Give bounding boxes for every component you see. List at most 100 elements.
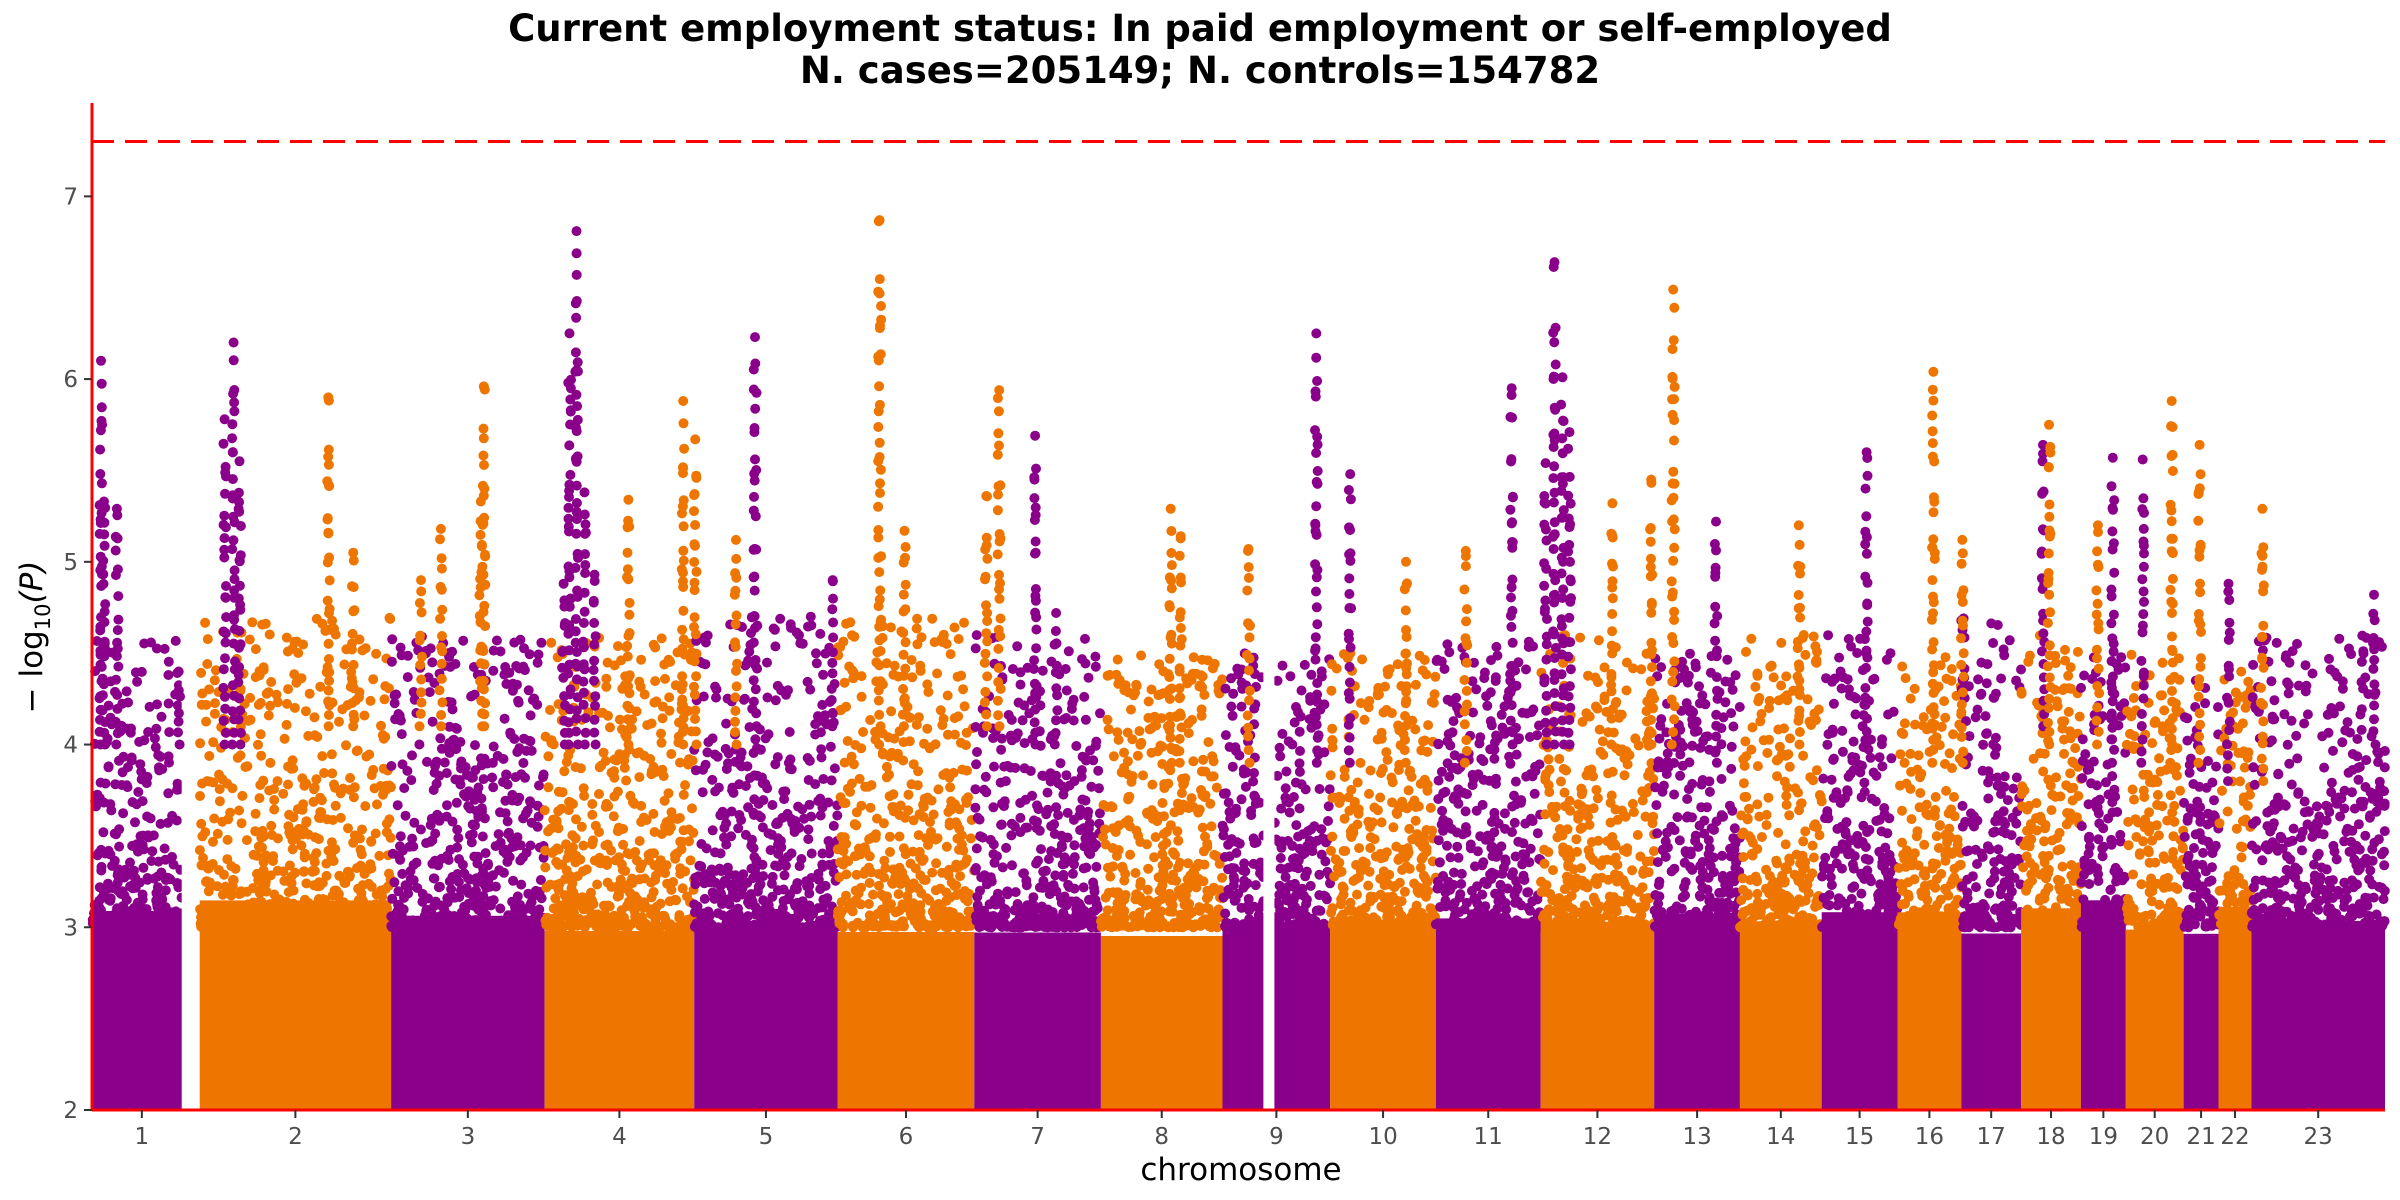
snp-point <box>118 808 129 819</box>
snp-point <box>841 701 852 712</box>
snp-point <box>1400 852 1411 863</box>
snp-point <box>214 796 225 807</box>
snp-point <box>1532 828 1543 839</box>
snp-point <box>853 888 864 899</box>
snp-point <box>1422 876 1433 887</box>
snp-point <box>1006 735 1017 746</box>
snp-point <box>1355 757 1366 768</box>
snp-point <box>1386 772 1397 783</box>
snp-point <box>816 744 827 755</box>
snp-point <box>393 886 404 897</box>
snp-point <box>1556 776 1566 787</box>
snp-point <box>1074 810 1085 821</box>
snp-point <box>265 757 276 768</box>
snp-point <box>551 856 562 867</box>
snp-point <box>698 691 709 702</box>
snp-point <box>155 751 166 762</box>
snp-point <box>279 733 290 744</box>
snp-point <box>1277 660 1288 671</box>
snp-point <box>908 815 919 826</box>
snp-point <box>96 844 107 855</box>
snp-point <box>905 858 916 869</box>
snp-point <box>395 841 405 852</box>
snp-point <box>1297 849 1308 860</box>
snp-point <box>1126 704 1136 715</box>
snp-point <box>291 677 302 688</box>
snp-point <box>851 820 862 831</box>
snp-point <box>1674 835 1685 846</box>
snp-point <box>1205 798 1216 809</box>
snp-point <box>832 844 843 855</box>
snp-point <box>803 775 814 785</box>
snp-point <box>310 832 320 843</box>
snp-point <box>1045 776 1056 787</box>
snp-point <box>1382 754 1393 765</box>
snp-point <box>1583 670 1593 681</box>
snp-point <box>1434 857 1445 868</box>
snp-point <box>1294 766 1305 777</box>
snp-point <box>868 889 879 900</box>
snp-point <box>139 735 150 746</box>
snp-point <box>1490 676 1501 686</box>
snp-point <box>1524 857 1535 868</box>
snp-point <box>864 878 875 888</box>
snp-point <box>649 827 660 837</box>
snp-point <box>815 884 826 895</box>
snp-point <box>1275 853 1286 863</box>
snp-point <box>212 881 223 892</box>
chromosome-1-points <box>87 105 196 1110</box>
snp-point <box>629 897 640 908</box>
snp-point <box>1273 922 1284 932</box>
snp-point <box>1528 704 1539 715</box>
snp-point <box>387 634 398 645</box>
snp-point <box>553 806 564 817</box>
snp-point <box>204 751 215 761</box>
snp-point <box>1276 842 1287 853</box>
snp-point <box>263 710 274 721</box>
snp-point <box>811 648 821 659</box>
snp-point <box>851 807 862 818</box>
snp-point <box>1605 817 1616 828</box>
snp-point <box>1423 720 1434 731</box>
snp-point <box>1505 758 1516 769</box>
snp-point <box>1559 787 1570 798</box>
snp-point <box>1456 879 1467 889</box>
snp-point <box>539 805 550 816</box>
snp-point <box>678 789 689 800</box>
snp-point <box>223 814 234 825</box>
snp-point <box>1246 810 1257 821</box>
snp-point <box>103 878 113 889</box>
snp-point <box>675 863 686 874</box>
snp-point <box>1075 825 1086 836</box>
snp-point <box>256 896 267 907</box>
snp-point <box>1708 852 1719 863</box>
snp-point <box>1430 919 1441 930</box>
snp-point <box>396 650 407 661</box>
snp-point <box>806 873 817 883</box>
snp-point <box>125 857 135 868</box>
snp-point <box>762 692 773 703</box>
snp-point <box>149 733 160 744</box>
snp-point <box>804 755 815 766</box>
snp-point <box>1042 904 1053 915</box>
snp-point <box>1618 845 1629 856</box>
snp-point <box>1453 917 1464 928</box>
snp-point <box>715 881 726 892</box>
snp-point <box>1323 816 1333 826</box>
snp-point <box>527 695 538 706</box>
snp-point <box>1228 871 1239 882</box>
snp-point <box>1613 870 1624 881</box>
snp-point <box>863 781 873 792</box>
snp-point <box>694 860 705 871</box>
snp-point <box>397 868 408 879</box>
snp-point <box>1477 799 1488 810</box>
chromosome-9-gap <box>1263 105 1275 1110</box>
snp-point <box>268 856 278 866</box>
snp-point <box>550 880 561 891</box>
snp-point <box>470 740 480 751</box>
snp-point <box>198 853 208 863</box>
snp-point <box>579 790 590 801</box>
snp-point <box>1467 780 1478 791</box>
snp-point <box>478 891 489 901</box>
snp-point <box>1157 759 1168 769</box>
